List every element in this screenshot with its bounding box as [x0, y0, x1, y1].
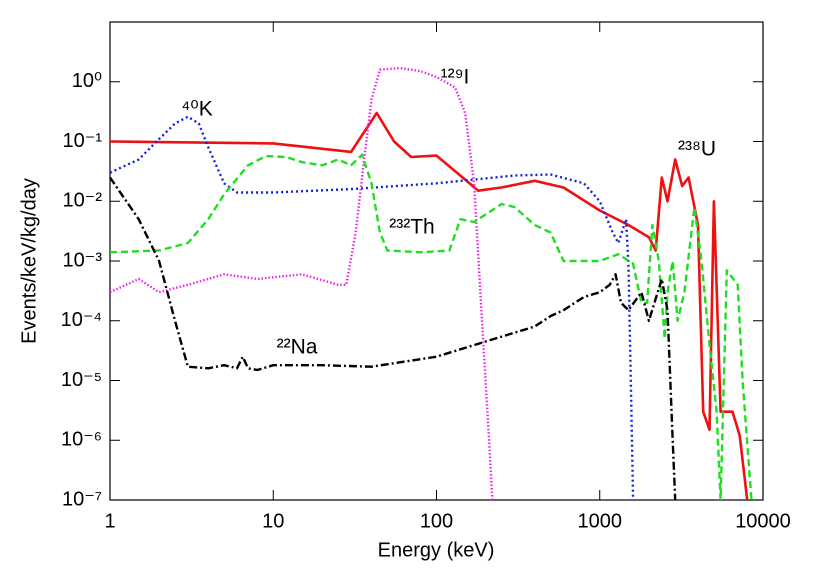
- y-tick-label: 10⁻⁷: [62, 488, 102, 510]
- x-tick-label: 1000: [578, 510, 623, 532]
- x-tick-label: 100: [420, 510, 453, 532]
- series-label: ²³²Th: [389, 216, 435, 239]
- y-tick-label: 10⁻⁶: [61, 429, 102, 451]
- series-label: ²³⁸U: [678, 138, 716, 161]
- series-label: ¹²⁹I: [441, 66, 470, 89]
- x-tick-label: 10000: [735, 510, 791, 532]
- series-label: ⁴⁰K: [181, 98, 212, 121]
- series-line: [110, 176, 677, 500]
- y-axis-title: Events/keV/kg/day: [18, 178, 40, 344]
- series-line: [110, 153, 753, 500]
- y-tick-label: 10⁻⁵: [61, 369, 102, 391]
- y-tick-label: 10⁰: [72, 70, 102, 92]
- x-tick-label: 1: [104, 510, 115, 532]
- series-line: [110, 111, 749, 500]
- y-tick-label: 10⁻²: [63, 190, 103, 212]
- y-tick-label: 10⁻³: [63, 249, 103, 271]
- y-tick-label: 10⁻¹: [63, 130, 103, 152]
- x-axis-title: Energy (keV): [378, 539, 495, 561]
- series-label: ²²Na: [277, 336, 318, 359]
- plot-frame: [109, 21, 764, 501]
- y-tick-label: 10⁻⁴: [61, 309, 102, 331]
- series-line: [110, 66, 494, 500]
- series-line: [110, 115, 635, 500]
- x-tick-label: 10: [262, 510, 284, 532]
